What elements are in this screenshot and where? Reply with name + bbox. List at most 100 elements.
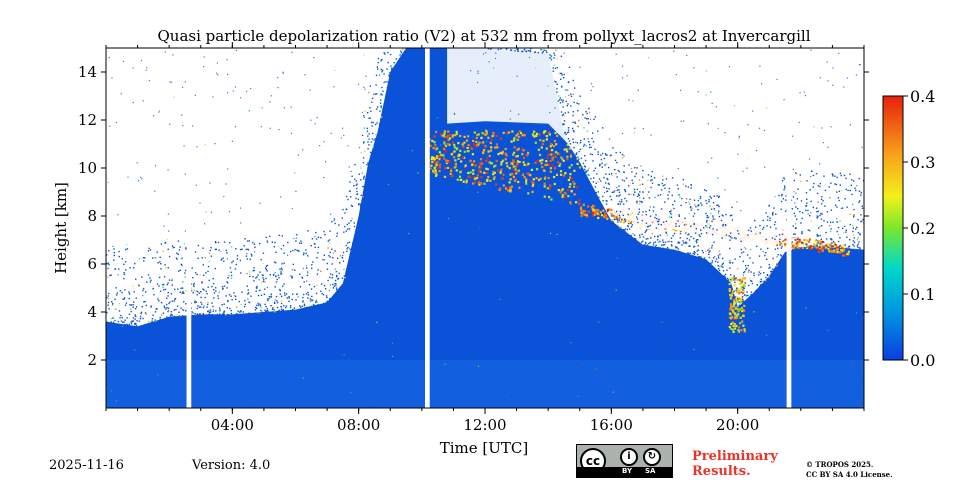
noise-pixel (678, 225, 680, 227)
noise-pixel (209, 313, 211, 316)
cloud-pixel (458, 175, 462, 178)
noise-pixel (166, 297, 168, 299)
noise-pixel (837, 234, 840, 236)
noise-pixel (676, 184, 679, 186)
cloud-pixel (433, 141, 436, 144)
noise-pixel (631, 212, 633, 214)
noise-pixel (753, 272, 755, 274)
noise-pixel (167, 309, 170, 312)
cloud-pixel (583, 209, 587, 212)
noise-pixel (222, 257, 224, 259)
noise-pixel (357, 83, 360, 85)
noise-pixel (686, 54, 688, 56)
noise-pixel (118, 268, 120, 270)
noise-pixel (299, 305, 301, 307)
cloud-pixel (443, 146, 446, 149)
y-tick-label: 2 (87, 351, 97, 369)
noise-pixel (153, 294, 155, 296)
noise-pixel (812, 174, 815, 177)
noise-pixel (203, 66, 205, 68)
noise-pixel (716, 229, 718, 231)
cloud-pixel (445, 150, 448, 153)
noise-pixel (124, 289, 126, 291)
noise-pixel (236, 306, 238, 308)
noise-pixel (215, 248, 217, 251)
noise-pixel (290, 106, 292, 108)
noise-pixel (665, 220, 668, 222)
noise-pixel (782, 229, 784, 231)
cloud-pixel (731, 321, 734, 324)
noise-pixel (559, 72, 561, 75)
noise-pixel (185, 290, 187, 292)
noise-pixel (320, 270, 322, 272)
cloud-pixel (484, 146, 487, 149)
noise-pixel (170, 313, 172, 316)
noise-pixel (749, 278, 751, 280)
noise-pixel (128, 297, 130, 300)
noise-pixel (739, 256, 741, 258)
noise-pixel (857, 231, 860, 234)
noise-pixel (269, 101, 271, 103)
noise-pixel (777, 254, 779, 256)
cloud-pixel (536, 168, 539, 171)
noise-pixel (638, 179, 641, 181)
noise-pixel (290, 132, 292, 134)
noise-pixel (327, 279, 329, 282)
noise-pixel (239, 207, 242, 209)
noise-pixel (315, 238, 318, 240)
noise-pixel (229, 307, 231, 310)
noise-pixel (134, 308, 137, 310)
cloud-pixel (819, 247, 822, 250)
cloud-pixel (539, 177, 542, 180)
noise-pixel (249, 258, 251, 260)
noise-pixel (729, 267, 731, 269)
noise-pixel (659, 247, 661, 249)
noise-pixel (773, 207, 775, 209)
noise-pixel (621, 337, 623, 339)
noise-pixel (352, 242, 354, 244)
noise-pixel (767, 331, 769, 333)
noise-pixel (837, 226, 840, 229)
noise-pixel (760, 278, 762, 280)
noise-pixel (615, 151, 617, 154)
noise-pixel (256, 307, 258, 310)
cloud-pixel (475, 140, 478, 143)
noise-pixel (373, 93, 375, 95)
noise-pixel (206, 329, 208, 331)
noise-pixel (630, 167, 633, 170)
noise-pixel (234, 126, 236, 128)
noise-pixel (555, 322, 557, 324)
noise-pixel (613, 169, 616, 171)
noise-pixel (467, 183, 469, 185)
noise-pixel (741, 300, 743, 303)
noise-pixel (199, 361, 201, 363)
noise-pixel (329, 273, 332, 275)
noise-pixel (166, 316, 168, 318)
noise-pixel (115, 400, 118, 402)
noise-pixel (858, 64, 860, 66)
noise-pixel (639, 200, 641, 203)
noise-pixel (327, 240, 329, 242)
noise-pixel (386, 86, 389, 89)
noise-pixel (392, 67, 395, 69)
noise-pixel (556, 91, 558, 93)
x-tick-label: 12:00 (463, 416, 506, 434)
cloud-pixel (733, 301, 736, 304)
noise-pixel (717, 257, 720, 259)
noise-pixel (401, 184, 403, 186)
noise-pixel (112, 245, 114, 247)
noise-pixel (650, 175, 652, 178)
cloud-pixel (435, 130, 438, 134)
noise-pixel (616, 161, 618, 164)
cloud-pixel (531, 133, 534, 136)
noise-pixel (778, 194, 780, 197)
noise-pixel (501, 262, 503, 264)
noise-pixel (224, 346, 226, 348)
noise-pixel (133, 301, 135, 303)
noise-pixel (106, 297, 108, 299)
noise-pixel (276, 300, 278, 302)
noise-pixel (657, 223, 660, 225)
y-axis-label: Height [km] (52, 182, 70, 274)
noise-pixel (492, 124, 494, 126)
noise-pixel (165, 308, 167, 310)
